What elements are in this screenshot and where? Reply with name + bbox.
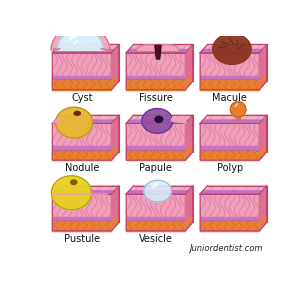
Polygon shape <box>259 44 267 90</box>
Polygon shape <box>52 146 112 150</box>
Polygon shape <box>52 194 112 231</box>
Polygon shape <box>230 102 246 117</box>
Polygon shape <box>200 49 262 53</box>
Polygon shape <box>52 76 112 79</box>
Polygon shape <box>126 217 185 221</box>
Polygon shape <box>51 176 92 210</box>
Polygon shape <box>200 79 259 90</box>
Polygon shape <box>200 76 259 79</box>
Polygon shape <box>185 186 193 231</box>
Polygon shape <box>126 49 188 53</box>
Polygon shape <box>52 123 112 160</box>
Polygon shape <box>259 74 267 90</box>
Polygon shape <box>126 146 185 150</box>
Polygon shape <box>155 46 161 59</box>
Polygon shape <box>213 34 251 64</box>
Polygon shape <box>126 191 188 194</box>
Polygon shape <box>52 118 60 123</box>
Polygon shape <box>52 115 119 123</box>
Polygon shape <box>200 146 259 150</box>
Polygon shape <box>52 120 114 123</box>
Polygon shape <box>74 111 80 115</box>
Polygon shape <box>185 44 193 90</box>
Polygon shape <box>185 74 193 90</box>
Polygon shape <box>185 145 193 160</box>
Polygon shape <box>126 186 193 194</box>
Polygon shape <box>185 215 193 231</box>
Polygon shape <box>126 120 188 123</box>
Polygon shape <box>126 194 185 231</box>
Polygon shape <box>112 74 119 90</box>
Text: Vesicle: Vesicle <box>139 234 173 244</box>
Text: Macule: Macule <box>212 93 247 103</box>
Polygon shape <box>259 115 267 160</box>
Polygon shape <box>200 150 259 160</box>
Polygon shape <box>52 191 114 194</box>
Polygon shape <box>126 79 185 90</box>
Text: Pustule: Pustule <box>64 234 100 244</box>
Polygon shape <box>144 180 171 202</box>
Polygon shape <box>157 45 178 50</box>
Polygon shape <box>200 120 262 123</box>
Polygon shape <box>52 49 114 53</box>
Text: Juniordentist.com: Juniordentist.com <box>189 244 263 253</box>
Text: Fissure: Fissure <box>139 93 173 103</box>
Polygon shape <box>52 217 112 221</box>
Text: Cyst: Cyst <box>71 93 93 103</box>
Polygon shape <box>259 186 267 231</box>
Polygon shape <box>259 145 267 160</box>
Polygon shape <box>112 44 119 90</box>
Polygon shape <box>126 76 185 79</box>
Polygon shape <box>126 221 185 231</box>
Polygon shape <box>200 217 259 221</box>
Polygon shape <box>126 123 185 160</box>
Polygon shape <box>200 53 259 90</box>
Polygon shape <box>71 180 77 184</box>
Polygon shape <box>52 79 112 90</box>
Polygon shape <box>236 109 240 122</box>
Polygon shape <box>56 107 93 138</box>
Polygon shape <box>51 25 110 50</box>
Polygon shape <box>200 123 259 160</box>
Polygon shape <box>52 186 119 194</box>
Polygon shape <box>200 44 267 53</box>
Polygon shape <box>142 108 173 133</box>
Polygon shape <box>200 194 259 231</box>
Polygon shape <box>200 191 262 194</box>
Polygon shape <box>52 150 112 160</box>
Polygon shape <box>126 44 193 53</box>
Text: Polyp: Polyp <box>216 163 243 173</box>
Polygon shape <box>200 221 259 231</box>
Polygon shape <box>259 215 267 231</box>
Polygon shape <box>57 29 103 50</box>
Polygon shape <box>112 186 119 231</box>
Polygon shape <box>52 221 112 231</box>
Polygon shape <box>52 53 112 90</box>
Polygon shape <box>52 44 119 53</box>
Polygon shape <box>112 115 119 160</box>
Text: Nodule: Nodule <box>65 163 99 173</box>
Polygon shape <box>126 53 185 90</box>
Polygon shape <box>112 215 119 231</box>
Polygon shape <box>171 116 187 123</box>
Polygon shape <box>138 45 160 50</box>
Text: Papule: Papule <box>139 163 172 173</box>
Polygon shape <box>112 145 119 160</box>
Polygon shape <box>155 116 163 122</box>
Polygon shape <box>200 115 267 123</box>
Polygon shape <box>126 150 185 160</box>
Polygon shape <box>200 186 267 194</box>
Polygon shape <box>185 115 193 160</box>
Polygon shape <box>126 115 193 123</box>
